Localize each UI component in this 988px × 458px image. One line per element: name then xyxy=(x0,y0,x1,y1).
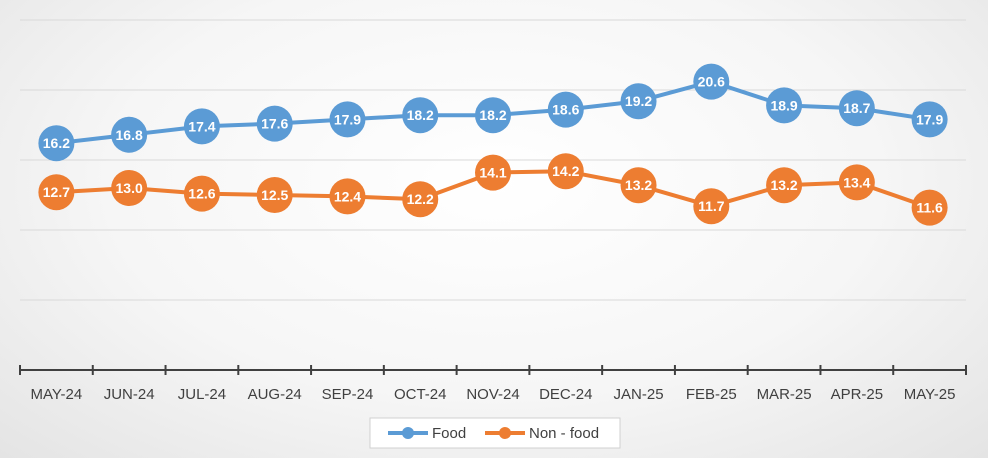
data-point-marker xyxy=(693,188,730,225)
data-label: 11.7 xyxy=(698,198,725,214)
data-point-marker xyxy=(111,170,148,206)
data-point-marker xyxy=(620,167,657,204)
data-label: 13.4 xyxy=(843,174,870,190)
data-label: 17.6 xyxy=(261,116,288,132)
data-point-marker xyxy=(766,167,803,204)
data-label: 18.2 xyxy=(407,107,434,123)
data-point-marker xyxy=(38,125,75,162)
data-point-marker xyxy=(911,101,948,138)
data-label: 12.6 xyxy=(188,186,215,202)
data-label: 12.5 xyxy=(261,187,288,203)
x-tick-label: DEC-24 xyxy=(539,386,592,403)
data-label: 17.4 xyxy=(188,118,215,134)
series-layer: 16.2 16.8 17.4 17.6 17.9 18.2 18.2 18.6 19.2 20.6… xyxy=(38,63,948,226)
data-label: 11.6 xyxy=(916,200,943,216)
x-tick-label: MAY-24 xyxy=(31,386,83,403)
x-tick-label: OCT-24 xyxy=(394,386,447,403)
data-label: 13.2 xyxy=(770,177,797,193)
x-tick-label: JUN-24 xyxy=(104,386,155,403)
series-non-food: 12.7 13.0 12.6 12.5 12.4 12.2 14.1 14.2 13.2 11.7… xyxy=(38,153,948,226)
data-point-marker xyxy=(911,189,948,226)
data-label: 14.2 xyxy=(552,163,579,179)
data-point-marker xyxy=(693,63,730,100)
x-tick-label: JUL-24 xyxy=(178,386,226,403)
data-point-marker xyxy=(838,90,875,127)
data-label: 14.1 xyxy=(479,165,506,181)
data-label: 13.0 xyxy=(116,180,143,196)
data-label: 19.2 xyxy=(625,93,652,109)
data-point-marker xyxy=(256,105,293,142)
data-point-marker xyxy=(111,116,148,153)
data-label: 12.7 xyxy=(43,184,70,200)
data-label: 18.2 xyxy=(479,107,506,123)
data-point-marker xyxy=(329,101,366,138)
legend-label-non-food: Non - food xyxy=(529,425,599,442)
legend-marker-food xyxy=(402,427,414,439)
data-label: 18.9 xyxy=(770,97,797,113)
data-point-marker xyxy=(402,181,439,218)
data-point-marker xyxy=(256,177,293,213)
data-label: 18.7 xyxy=(843,100,870,116)
data-point-marker xyxy=(547,153,584,190)
data-point-marker xyxy=(475,97,511,134)
data-point-marker xyxy=(329,178,366,215)
data-label: 17.9 xyxy=(334,111,361,127)
series-food: 16.2 16.8 17.4 17.6 17.9 18.2 18.2 18.6 19.2 20.6… xyxy=(38,63,948,162)
data-point-marker xyxy=(475,154,511,191)
x-tick-label: FEB-25 xyxy=(686,386,737,403)
data-point-marker xyxy=(183,175,220,212)
legend-item-non-food: Non - food xyxy=(485,425,599,442)
data-label: 13.2 xyxy=(625,177,652,193)
data-point-marker xyxy=(838,164,875,201)
x-tick-label: SEP-24 xyxy=(322,386,374,403)
data-label: 16.8 xyxy=(116,127,143,143)
data-label: 12.4 xyxy=(334,188,361,204)
legend: Food Non - food xyxy=(369,417,621,449)
data-point-marker xyxy=(547,91,584,128)
data-point-marker xyxy=(183,108,220,145)
data-label: 20.6 xyxy=(698,74,725,90)
data-label: 16.2 xyxy=(43,135,70,151)
data-point-marker xyxy=(620,83,657,120)
legend-label-food: Food xyxy=(432,425,466,442)
data-point-marker xyxy=(766,87,803,124)
data-label: 17.9 xyxy=(916,111,943,127)
x-tick-label: APR-25 xyxy=(831,386,884,403)
x-tick-label: JAN-25 xyxy=(614,386,664,403)
x-tick-label: AUG-24 xyxy=(248,386,302,403)
x-tick-label: MAY-25 xyxy=(904,386,956,403)
data-label: 18.6 xyxy=(552,102,579,118)
x-tick-label: MAR-25 xyxy=(757,386,812,403)
legend-marker-non-food xyxy=(499,427,511,439)
data-point-marker xyxy=(402,97,439,134)
legend-item-food: Food xyxy=(388,425,466,442)
x-axis: MAY-24 JUN-24 JUL-24 AUG-24 SEP-24 OCT-24 NOV-… xyxy=(19,365,967,403)
x-tick-label: NOV-24 xyxy=(466,386,519,403)
data-point-marker xyxy=(38,174,75,211)
data-label: 12.2 xyxy=(407,191,434,207)
